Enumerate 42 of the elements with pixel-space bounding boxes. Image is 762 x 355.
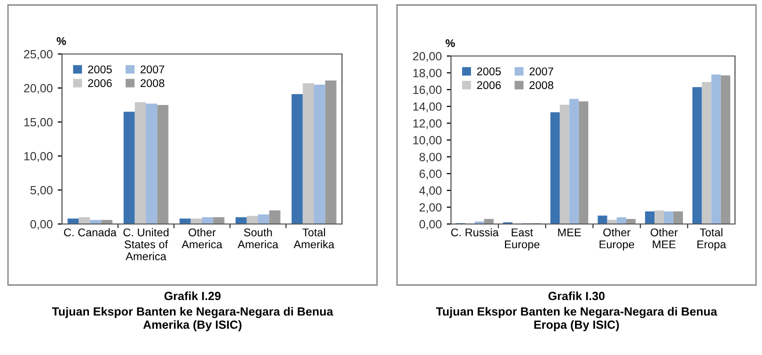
y-tick-label: 8,00 — [420, 152, 442, 163]
y-axis-title: % — [446, 39, 455, 48]
x-tick-label: East Europe — [505, 228, 540, 250]
legend-label: 2006 — [477, 81, 501, 90]
legend-label: 2007 — [140, 65, 164, 74]
y-tick-label: 10,00 — [413, 136, 442, 146]
y-tick-label: 20,00 — [413, 52, 442, 62]
text: Grafik I.30 — [548, 291, 605, 300]
y-tick-label: 15,00 — [24, 118, 53, 128]
y-tick-label: 18,00 — [413, 68, 442, 79]
x-tick-label: South America — [238, 228, 278, 248]
y-tick-label: 12,00 — [413, 119, 442, 129]
x-tick-label: C. Russia — [451, 228, 499, 236]
x-tick-label: C. Canada — [64, 228, 117, 236]
legend-label: 2007 — [530, 67, 554, 76]
x-tick-label: C. United States of America — [123, 228, 168, 260]
y-tick-label: 16,00 — [413, 86, 442, 96]
legend-label: 2006 — [88, 79, 112, 88]
x-tick-label: Other Europe — [600, 228, 634, 250]
y-tick-label: 14,00 — [413, 102, 442, 112]
legend-label: 2008 — [140, 79, 164, 88]
y-tick-label: 5,00 — [30, 186, 53, 196]
x-tick-label: Other America — [182, 228, 222, 248]
legend-label: 2008 — [530, 81, 554, 90]
y-tick-label: 10,00 — [24, 152, 53, 162]
x-tick-label: Total Eropa — [697, 228, 726, 250]
y-tick-label: 0,00 — [30, 220, 53, 230]
y-tick-label: 6,00 — [420, 170, 442, 180]
x-tick-label: Total Amerika — [294, 228, 334, 248]
text: Tujuan Ekspor Banten ke Negara-Negara di Benua Eropa (By ISIC) — [436, 307, 718, 332]
text: Grafik I.29 — [164, 291, 221, 300]
y-tick-label: 4,00 — [419, 186, 442, 196]
y-tick-label: 0,00 — [419, 220, 442, 230]
legend-label: 2005 — [477, 67, 501, 76]
y-tick-label: 2,00 — [420, 203, 442, 213]
y-tick-label: 20,00 — [24, 84, 53, 94]
x-tick-label: Other MEE — [650, 228, 678, 248]
y-tick-label: 25,00 — [24, 50, 53, 60]
text: Tujuan Ekspor Banten ke Negara-Negara di Benua Amerika (By ISIC) — [52, 307, 334, 332]
x-tick-label: MEE — [558, 228, 581, 236]
y-axis-title: % — [56, 37, 66, 45]
legend-label: 2005 — [88, 65, 112, 74]
